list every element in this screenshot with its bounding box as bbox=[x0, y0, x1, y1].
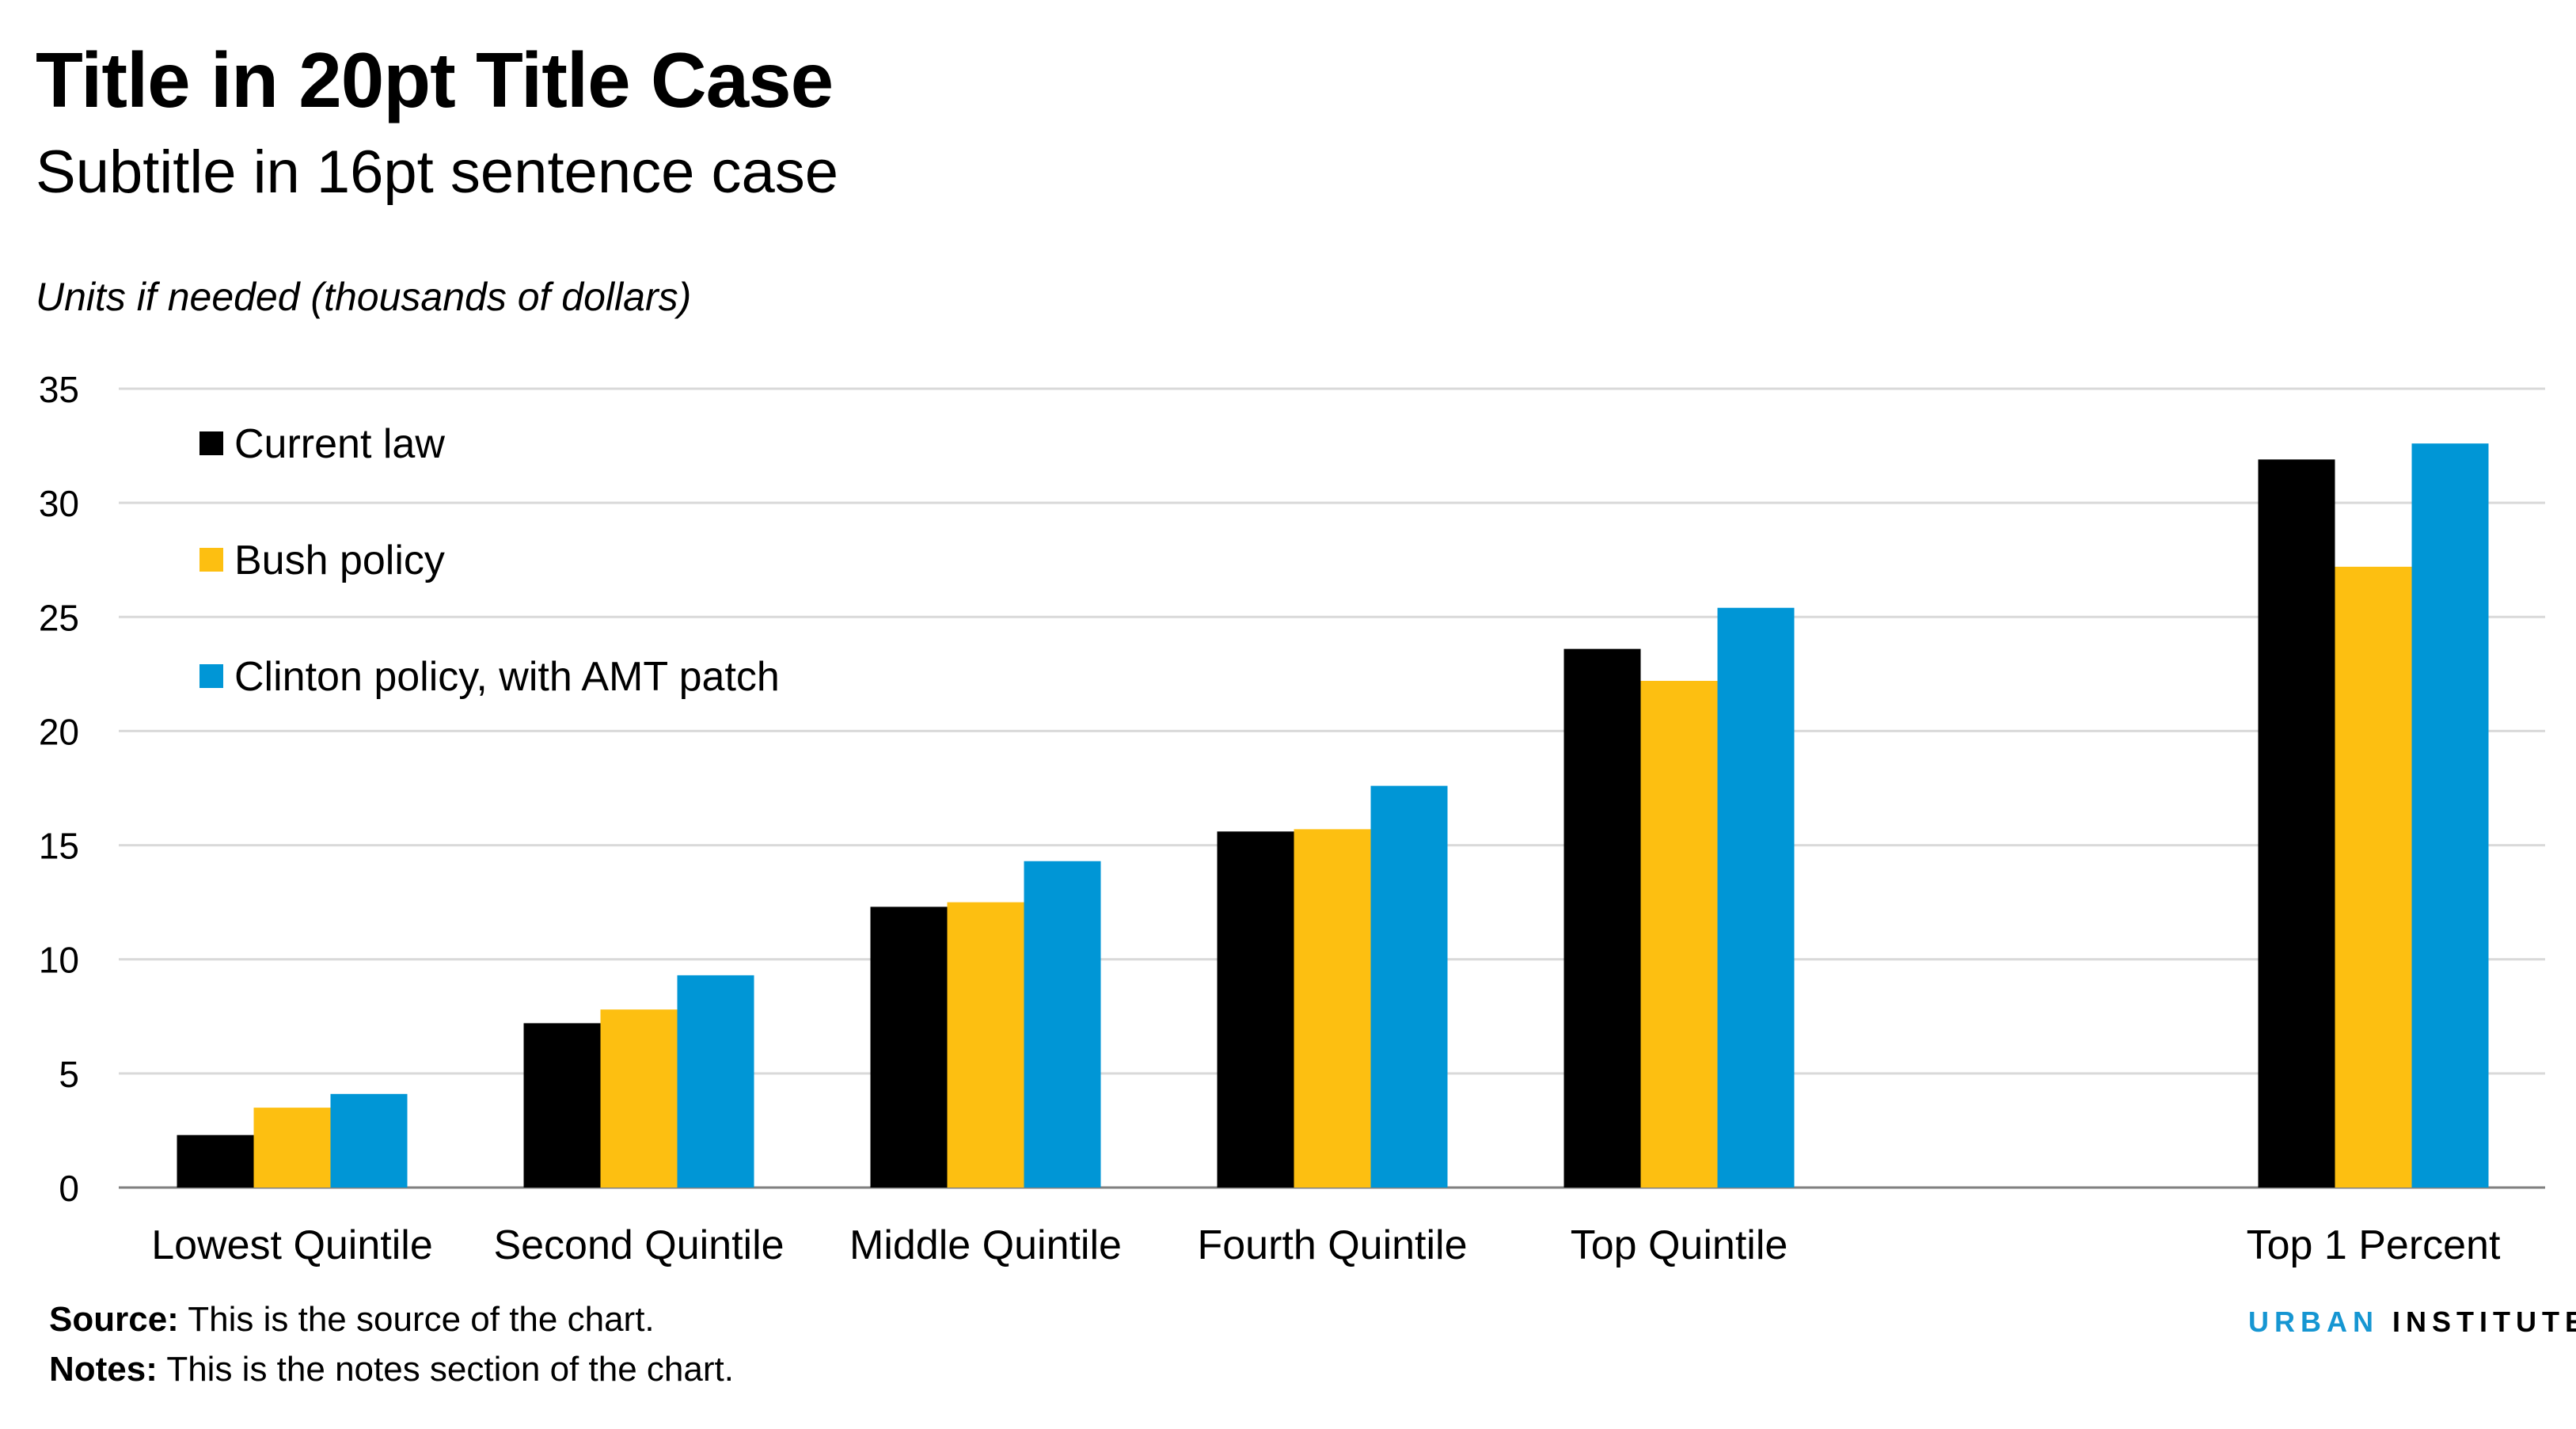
bar bbox=[523, 1023, 601, 1188]
bar bbox=[1563, 648, 1641, 1188]
y-axis-ticks: 0 5 10 15 20 25 30 35 bbox=[39, 369, 79, 1209]
bar bbox=[1024, 861, 1101, 1188]
y-tick-label: 15 bbox=[39, 826, 79, 867]
legend-swatch bbox=[199, 664, 223, 688]
y-tick-label: 30 bbox=[39, 483, 79, 524]
legend-label: Clinton policy, with AMT patch bbox=[234, 654, 780, 700]
logo-word-urban: URBAN bbox=[2248, 1305, 2379, 1338]
x-tick-label: Top Quintile bbox=[1571, 1222, 1788, 1268]
bar bbox=[600, 1009, 678, 1188]
legend-swatch bbox=[199, 431, 223, 455]
bars bbox=[177, 443, 2489, 1188]
units-label: Units if needed (thousands of dollars) bbox=[36, 275, 692, 319]
source-note: Source: This is the source of the chart. bbox=[49, 1302, 655, 1337]
bar bbox=[1370, 785, 1448, 1188]
bar bbox=[1640, 681, 1718, 1188]
x-tick-label: Lowest Quintile bbox=[151, 1222, 433, 1268]
y-tick-label: 20 bbox=[39, 711, 79, 752]
bar bbox=[330, 1093, 408, 1188]
bar bbox=[947, 902, 1024, 1188]
notes-text: This is the notes section of the chart. bbox=[157, 1350, 734, 1389]
y-tick-label: 5 bbox=[59, 1054, 79, 1095]
bar bbox=[177, 1134, 254, 1188]
bar bbox=[253, 1108, 331, 1188]
legend: Current law Bush policy Clinton policy, wi… bbox=[199, 421, 780, 700]
chart-title: Title in 20pt Title Case bbox=[36, 36, 834, 124]
bar bbox=[1717, 607, 1795, 1188]
x-tick-label: Second Quintile bbox=[493, 1222, 784, 1268]
x-tick-label: Middle Quintile bbox=[849, 1222, 1122, 1268]
y-tick-label: 35 bbox=[39, 369, 79, 410]
bar bbox=[2258, 459, 2335, 1188]
legend-label: Bush policy bbox=[234, 538, 445, 583]
bar-chart: 0 5 10 15 20 25 30 35 Lowest Quintile Second Qui… bbox=[39, 369, 2545, 1268]
bar bbox=[1294, 829, 1371, 1188]
source-label: Source: bbox=[49, 1300, 179, 1339]
urban-institute-logo: URBAN INSTITUTE bbox=[2248, 1308, 2576, 1336]
legend-swatch bbox=[199, 548, 223, 572]
x-tick-label: Fourth Quintile bbox=[1197, 1222, 1467, 1268]
bar bbox=[2411, 443, 2489, 1188]
chart-subtitle: Subtitle in 16pt sentence case bbox=[36, 139, 839, 206]
x-axis-ticks: Lowest Quintile Second Quintile Middle Qui… bbox=[151, 1222, 2501, 1268]
bar bbox=[2335, 566, 2412, 1188]
x-tick-label: Top 1 Percent bbox=[2247, 1222, 2501, 1268]
logo-word-institute: INSTITUTE bbox=[2379, 1305, 2576, 1338]
y-tick-label: 10 bbox=[39, 940, 79, 981]
bar bbox=[870, 906, 948, 1188]
legend-label: Current law bbox=[234, 421, 445, 467]
notes-note: Notes: This is the notes section of the … bbox=[49, 1352, 734, 1387]
y-tick-label: 25 bbox=[39, 597, 79, 638]
bar bbox=[677, 975, 754, 1188]
y-tick-label: 0 bbox=[59, 1168, 79, 1209]
bar bbox=[1217, 831, 1294, 1188]
notes-label: Notes: bbox=[49, 1350, 158, 1389]
source-text: This is the source of the chart. bbox=[178, 1300, 655, 1339]
